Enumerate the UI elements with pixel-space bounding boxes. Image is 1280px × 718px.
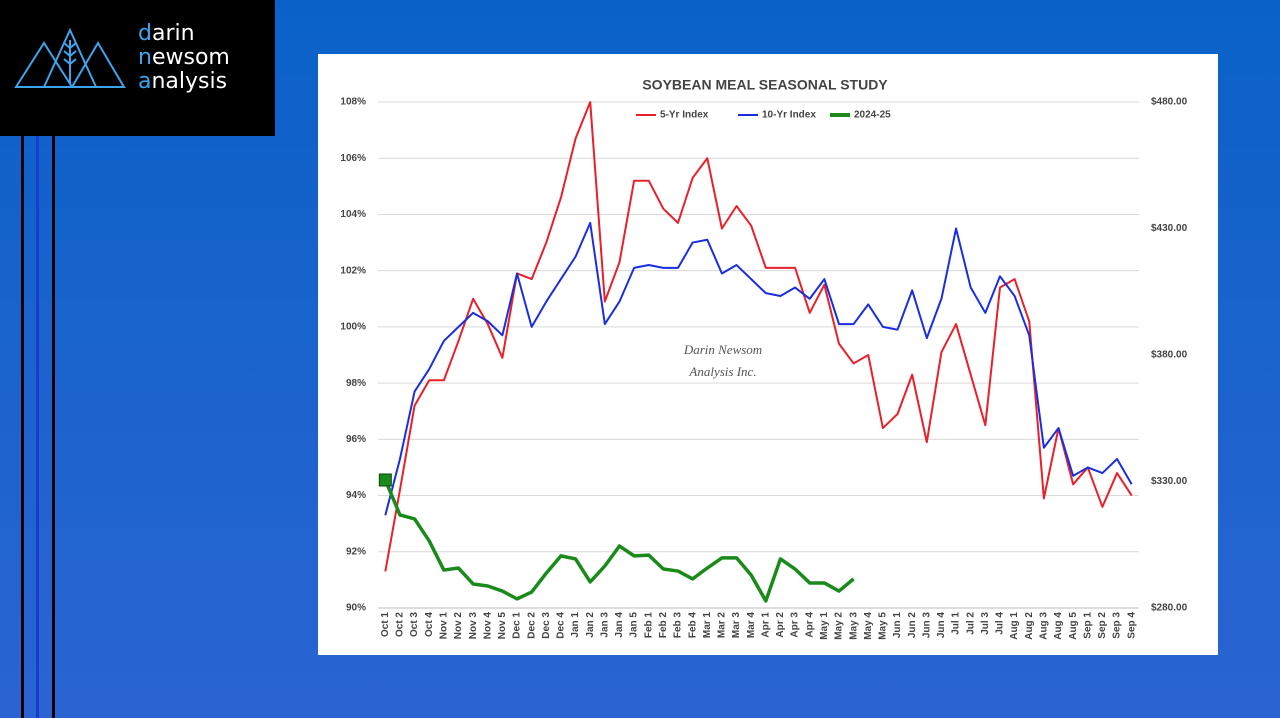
x-tick-label: Nov 1 xyxy=(438,612,449,640)
x-tick-label: Jul 1 xyxy=(951,612,962,635)
x-tick-label: May 4 xyxy=(863,612,874,640)
x-tick-label: Apr 1 xyxy=(760,612,771,638)
legend-label: 10-Yr Index xyxy=(762,110,816,121)
x-tick-label: Aug 3 xyxy=(1039,612,1050,640)
decor-line xyxy=(36,136,39,718)
chart: SOYBEAN MEAL SEASONAL STUDY Darin Newsom… xyxy=(318,54,1218,655)
x-tick-label: Apr 2 xyxy=(775,612,786,638)
y-tick-label: 106% xyxy=(340,153,366,164)
x-tick-label: Feb 3 xyxy=(673,612,684,639)
y2-tick-label: $280.00 xyxy=(1151,603,1188,614)
x-tick-label: Mar 2 xyxy=(717,612,728,639)
legend-label: 5-Yr Index xyxy=(660,110,709,121)
x-tick-label: Jul 3 xyxy=(980,612,991,635)
logo-mark xyxy=(14,27,126,88)
x-tick-label: Aug 2 xyxy=(1024,612,1035,640)
chart-background xyxy=(318,54,1218,655)
x-tick-label: Mar 4 xyxy=(746,612,757,639)
series-line xyxy=(384,101,1133,572)
logo-text: darin newsom analysis xyxy=(138,22,230,94)
x-tick-label: Dec 1 xyxy=(512,612,523,639)
x-tick-label: Dec 2 xyxy=(526,612,537,639)
x-tick-label: Apr 4 xyxy=(804,612,815,638)
x-tick-label: Sep 1 xyxy=(1082,612,1093,639)
x-tick-label: Feb 4 xyxy=(687,612,698,639)
y-tick-label: 102% xyxy=(340,265,366,276)
x-tick-label: Aug 4 xyxy=(1053,612,1064,640)
watermark: Analysis Inc. xyxy=(688,364,756,379)
x-tick-label: Jun 2 xyxy=(907,612,918,639)
y2-tick-label: $380.00 xyxy=(1151,350,1188,361)
x-tick-label: Jul 4 xyxy=(995,612,1006,635)
series-line xyxy=(384,221,1133,516)
decor-line xyxy=(52,136,55,718)
y-tick-label: 100% xyxy=(340,322,366,333)
legend-label: 2024-25 xyxy=(854,110,891,121)
x-tick-label: May 3 xyxy=(848,612,859,640)
y2-tick-label: $330.00 xyxy=(1151,476,1188,487)
x-tick-label: Dec 3 xyxy=(541,612,552,639)
x-tick-label: Sep 2 xyxy=(1097,612,1108,639)
x-tick-label: Sep 4 xyxy=(1126,612,1137,639)
x-tick-label: Feb 1 xyxy=(643,612,654,639)
x-tick-label: Oct 2 xyxy=(395,612,406,637)
x-tick-label: May 2 xyxy=(834,612,845,640)
y-tick-label: 92% xyxy=(346,546,366,557)
x-tick-label: Jun 4 xyxy=(936,612,947,639)
start-marker xyxy=(378,473,392,487)
y2-tick-label: $480.00 xyxy=(1151,97,1188,108)
x-tick-label: Jan 4 xyxy=(614,612,625,638)
x-tick-label: Mar 3 xyxy=(731,612,742,639)
x-tick-label: May 1 xyxy=(819,612,830,640)
y-tick-label: 104% xyxy=(340,209,366,220)
x-tick-label: Mar 1 xyxy=(702,612,713,639)
x-tick-label: Oct 1 xyxy=(380,612,391,637)
y-tick-label: 90% xyxy=(346,603,366,614)
x-tick-label: Sep 3 xyxy=(1112,612,1123,639)
x-tick-label: Feb 2 xyxy=(658,612,669,639)
logo-line: newsom xyxy=(138,45,230,70)
x-tick-label: Nov 4 xyxy=(482,612,493,640)
y2-tick-label: $430.00 xyxy=(1151,223,1188,234)
x-tick-label: Nov 2 xyxy=(453,612,464,640)
x-tick-label: Oct 4 xyxy=(424,612,435,637)
x-tick-label: Jan 1 xyxy=(570,612,581,638)
x-tick-label: Aug 1 xyxy=(1009,612,1020,640)
x-tick-label: Nov 3 xyxy=(468,612,479,640)
x-tick-label: Aug 5 xyxy=(1068,612,1079,640)
x-tick-label: Jun 3 xyxy=(921,612,932,639)
y-tick-label: 98% xyxy=(346,378,366,389)
y-tick-label: 96% xyxy=(346,434,366,445)
chart-title: SOYBEAN MEAL SEASONAL STUDY xyxy=(642,77,888,93)
watermark: Darin Newsom xyxy=(683,342,762,357)
logo-line: analysis xyxy=(138,69,228,94)
x-tick-label: Apr 3 xyxy=(790,612,801,638)
decor-line xyxy=(21,136,24,718)
x-tick-label: Dec 4 xyxy=(556,612,567,639)
y-tick-label: 94% xyxy=(346,490,366,501)
y-tick-label: 108% xyxy=(340,97,366,108)
series-line xyxy=(383,479,855,603)
x-tick-label: Nov 5 xyxy=(497,612,508,640)
x-tick-label: May 5 xyxy=(878,612,889,640)
x-tick-label: Jan 2 xyxy=(585,612,596,638)
logo: darin newsom analysis xyxy=(0,0,275,136)
logo-line: darin xyxy=(138,21,195,46)
x-tick-label: Jan 3 xyxy=(599,612,610,638)
x-tick-label: Jan 5 xyxy=(629,612,640,638)
x-tick-label: Jun 1 xyxy=(892,612,903,639)
x-tick-label: Oct 3 xyxy=(409,612,420,637)
x-tick-label: Jul 2 xyxy=(965,612,976,635)
